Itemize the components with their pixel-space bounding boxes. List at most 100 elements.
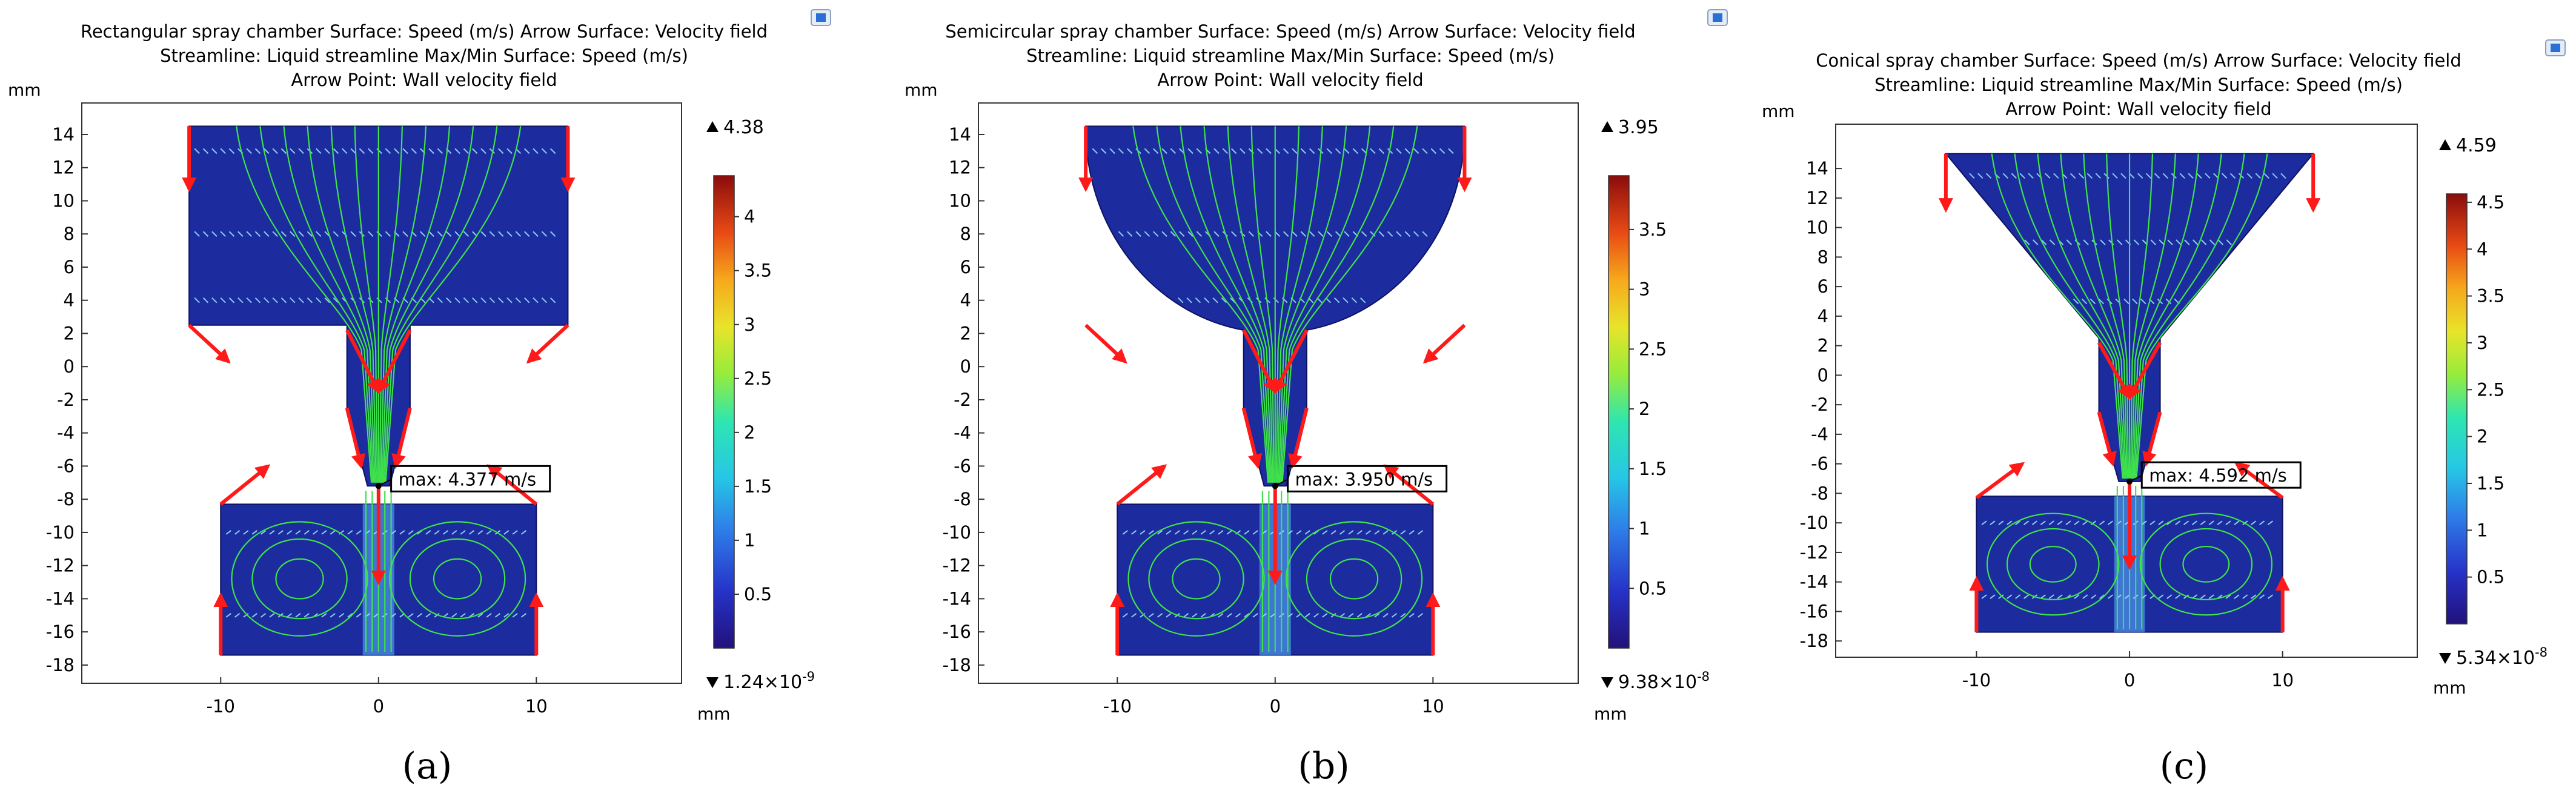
velocity-vectors [1969, 173, 2286, 599]
y-tick-label: 6 [1817, 276, 1828, 297]
colorbar-tick-label: 1.5 [744, 476, 772, 497]
x-axis-unit: mm [2433, 678, 2466, 698]
colorbar-tick-label: 2.5 [744, 368, 772, 389]
y-tick-label: -4 [57, 423, 75, 443]
x-tick-label: -10 [207, 696, 235, 717]
colorbar-tick-label: 1 [744, 530, 755, 551]
panel-title-line: Streamline: Liquid streamline Max/Min Su… [160, 45, 688, 66]
x-axis-unit: mm [697, 704, 731, 724]
panel-title-line: Arrow Point: Wall velocity field [2005, 99, 2271, 119]
colorbar-tick-label: 1.5 [2477, 473, 2505, 494]
colorbar-tick-label: 2.5 [1639, 339, 1667, 359]
y-tick-label: -2 [1811, 394, 1828, 415]
wall-velocity-arrows [1938, 153, 2321, 632]
wall-velocity-arrows [1078, 126, 1472, 655]
y-tick-label: -4 [954, 423, 971, 443]
panel-caption: (b) [1298, 745, 1349, 787]
y-tick-label: -14 [1800, 572, 1828, 592]
max-speed-text: max: 4.377 m/s [399, 469, 537, 489]
y-tick-label: -12 [46, 555, 75, 576]
max-speed-text: max: 3.950 m/s [1295, 469, 1433, 489]
panel-title-line: Arrow Point: Wall velocity field [291, 70, 557, 90]
y-tick-label: -12 [943, 555, 971, 576]
min-triangle-icon [2439, 653, 2451, 664]
panel-caption: (c) [2160, 745, 2208, 787]
y-tick-label: -18 [46, 655, 75, 675]
y-tick-label: -14 [943, 588, 971, 609]
y-tick-label: 4 [64, 290, 75, 311]
velocity-vectors [194, 148, 556, 618]
y-tick-label: 14 [1806, 158, 1828, 179]
colorbar-tick-label: 0.5 [1639, 578, 1667, 598]
y-tick-label: 12 [52, 157, 75, 178]
settings-icon[interactable] [2545, 39, 2566, 56]
colorbar-tick-label: 1 [1639, 519, 1650, 539]
colorbar: 4.5 4 3.5 3 2.5 2 1.5 1 0.5 4.59 5.34×10-8 [2439, 135, 2548, 669]
y-tick-label: -8 [954, 489, 971, 509]
x-tick-label: 0 [373, 696, 384, 717]
streamlines [1127, 126, 1423, 652]
x-tick-label: 0 [1270, 696, 1281, 717]
y-tick-label: -6 [954, 456, 971, 476]
y-tick-label: -12 [1800, 542, 1828, 563]
y-tick-label: -16 [46, 621, 75, 642]
min-triangle-icon [706, 677, 719, 688]
colorbar-tick-label: 2.5 [2477, 379, 2505, 400]
settings-icon[interactable] [811, 9, 831, 26]
x-tick-label: 10 [1422, 696, 1444, 717]
panel-c: Conical spray chamber Surface: Speed (m/… [1762, 39, 2566, 787]
max-speed-label: max: 3.950 m/s [1272, 465, 1448, 492]
velocity-vectors [1092, 148, 1454, 618]
colorbar-tick-label: 3 [744, 314, 755, 335]
panel-title-line: Rectangular spray chamber Surface: Speed… [81, 21, 768, 42]
colorbar-tick-label: 3 [1639, 279, 1650, 300]
y-tick-label: 8 [64, 224, 75, 244]
max-triangle-icon [2439, 139, 2451, 150]
y-tick-label: 0 [1817, 365, 1828, 385]
colorbar-tick-label: 3 [2477, 333, 2488, 353]
x-tick-label: -10 [1962, 670, 1991, 691]
y-tick-label: 2 [64, 323, 75, 343]
settings-icon[interactable] [1707, 9, 1728, 26]
x-tick-label: 10 [2271, 670, 2294, 691]
colorbar-min: 1.24×10-9 [723, 669, 815, 693]
y-tick-label: 10 [949, 190, 971, 211]
colorbar-tick-label: 4 [744, 207, 755, 227]
y-tick-label: 14 [949, 124, 971, 145]
max-triangle-icon [1601, 121, 1613, 132]
y-tick-label: -8 [57, 489, 75, 509]
y-tick-label: 0 [960, 356, 971, 377]
y-tick-label: -16 [1800, 601, 1828, 621]
y-tick-label: 4 [960, 290, 971, 311]
panel-caption: (a) [402, 745, 453, 787]
max-speed-text: max: 4.592 m/s [2149, 465, 2287, 486]
y-tick-label: -10 [1800, 512, 1828, 533]
colorbar-tick-label: 0.5 [2477, 567, 2505, 588]
colorbar-tick-label: 1.5 [1639, 459, 1667, 479]
colorbar-tick-label: 1 [2477, 520, 2488, 540]
y-tick-label: 10 [1806, 217, 1828, 238]
y-tick-label: 2 [1817, 336, 1828, 356]
y-tick-label: 6 [64, 257, 75, 277]
colorbar: 4 3.5 3 2.5 2 1.5 1 0.5 4.38 1.24×10-9 [706, 117, 815, 693]
panel-title-line: Semicircular spray chamber Surface: Spee… [945, 21, 1635, 42]
colorbar-max: 4.59 [2456, 135, 2497, 156]
y-tick-label: -18 [1800, 631, 1828, 651]
y-tick-label: 0 [64, 356, 75, 377]
colorbar-tick-label: 2 [2477, 426, 2488, 447]
colorbar-max: 4.38 [723, 117, 764, 138]
colorbar: 3.5 3 2.5 2 1.5 1 0.5 3.95 9.38×10-8 [1601, 117, 1710, 693]
x-tick-label: 10 [525, 696, 548, 717]
y-tick-label: 2 [960, 323, 971, 343]
y-tick-label: -18 [943, 655, 971, 675]
colorbar-tick-label: 3.5 [2477, 286, 2505, 307]
streamlines [1987, 153, 2273, 629]
y-axis-unit: mm [1762, 101, 1795, 121]
colorbar-tick-label: 4.5 [2477, 192, 2505, 213]
y-tick-label: 8 [1817, 247, 1828, 267]
x-tick-label: 0 [2124, 670, 2135, 691]
colorbar-tick-label: 2 [744, 422, 755, 443]
y-tick-label: -6 [57, 456, 75, 476]
y-tick-label: -8 [1811, 483, 1828, 503]
